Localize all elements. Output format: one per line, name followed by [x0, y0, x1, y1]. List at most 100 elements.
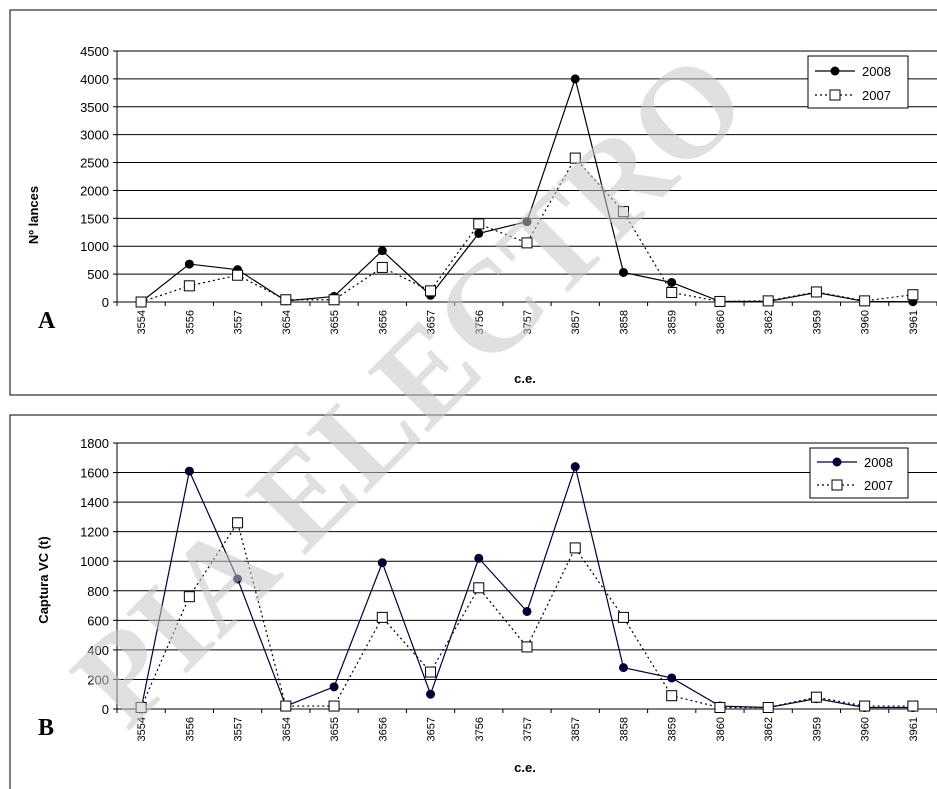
- point-2007: [232, 269, 244, 281]
- y-tick-label: 3000: [80, 128, 109, 143]
- legend-b-marker-2007: [831, 479, 843, 491]
- x-tick-label: 3556: [184, 717, 196, 741]
- x-tick-label: 3655: [329, 717, 341, 741]
- point-2008: [233, 574, 243, 584]
- x-tick-label: 3757: [522, 310, 534, 334]
- x-tick-label: 3554: [136, 717, 148, 741]
- x-tick-label: 3860: [715, 717, 727, 741]
- y-tick-label: 1400: [80, 495, 109, 510]
- x-tick-label: 3657: [426, 310, 438, 334]
- point-2007: [376, 261, 388, 273]
- legend-marker-2008: [830, 66, 840, 76]
- panel-b-border: [9, 414, 937, 789]
- point-2007: [232, 517, 244, 529]
- x-tick-label: 3556: [184, 310, 196, 334]
- x-tick-label: 3756: [474, 717, 486, 741]
- x-tick-label: 3961: [908, 717, 920, 741]
- legend-label-2007: 2007: [862, 88, 891, 103]
- y-tick-label: 1000: [80, 554, 109, 569]
- panel-a-ylabel: Nº lances: [26, 186, 41, 244]
- x-tick-label: 3857: [570, 310, 582, 334]
- point-2008: [184, 466, 194, 476]
- panel-a-plot-area: [116, 51, 937, 303]
- x-tick-label: 3557: [233, 717, 245, 741]
- point-2008: [377, 246, 387, 256]
- point-2007: [425, 666, 437, 678]
- point-2007: [762, 295, 774, 307]
- point-2008: [426, 689, 436, 699]
- point-2007: [473, 218, 485, 230]
- y-tick-label: 0: [102, 702, 109, 717]
- panel-a-legend: 2008 2007: [807, 55, 909, 109]
- point-2007: [521, 641, 533, 653]
- x-tick-label: 3860: [715, 310, 727, 334]
- x-tick-label: 3959: [811, 310, 823, 334]
- point-2007: [521, 237, 533, 249]
- point-2007: [280, 700, 292, 712]
- x-tick-label: 3657: [426, 717, 438, 741]
- point-2007: [617, 206, 629, 218]
- point-2008: [522, 606, 532, 616]
- y-tick-label: 500: [87, 267, 109, 282]
- panel-b-series: [135, 462, 919, 714]
- point-2007: [425, 285, 437, 297]
- point-2008: [377, 558, 387, 568]
- legend-marker-2007: [829, 89, 841, 101]
- y-tick-label: 3500: [80, 100, 109, 115]
- panel-a-x-ticks: 3554 3556 3557 3654 3655 3656 3657 3756 3757 3857…: [116, 302, 937, 334]
- point-2007: [666, 287, 678, 299]
- x-tick-label: 3656: [377, 310, 389, 334]
- y-tick-label: 0: [102, 295, 109, 310]
- legend-b-marker-2008: [832, 457, 842, 467]
- point-2007: [135, 296, 147, 308]
- y-tick-label: 2000: [80, 183, 109, 198]
- x-tick-label: 3757: [522, 717, 534, 741]
- panel-b-xlabel: c.e.: [514, 760, 536, 775]
- x-tick-label: 3960: [860, 310, 872, 334]
- x-tick-label: 3554: [136, 310, 148, 334]
- panel-a-y-ticks: 0 500 1000 1500 2000 2500 3000 3500 4000 4500: [80, 44, 117, 310]
- x-tick-label: 3858: [618, 310, 630, 334]
- point-2007: [328, 700, 340, 712]
- point-2007: [762, 702, 774, 714]
- series-line-2007: [140, 157, 913, 303]
- panel-b-plot-area: [116, 443, 937, 710]
- point-2007: [280, 294, 292, 306]
- point-2007: [859, 295, 871, 307]
- panel-b-label: B: [38, 715, 54, 741]
- x-tick-label: 3557: [233, 310, 245, 334]
- x-tick-label: 3857: [570, 717, 582, 741]
- point-2008: [522, 217, 532, 227]
- point-2008: [570, 74, 580, 84]
- point-2007: [714, 295, 726, 307]
- point-2007: [328, 294, 340, 306]
- point-2007: [376, 611, 388, 623]
- panel-b-legend: 2008 2007: [809, 447, 909, 499]
- y-tick-label: 4000: [80, 72, 109, 87]
- x-tick-label: 3656: [377, 717, 389, 741]
- y-tick-label: 200: [87, 672, 109, 687]
- x-tick-label: 3859: [667, 717, 679, 741]
- x-tick-label: 3859: [667, 310, 679, 334]
- x-tick-label: 3655: [329, 310, 341, 334]
- point-2008: [184, 259, 194, 269]
- x-tick-label: 3862: [763, 717, 775, 741]
- point-2007: [569, 542, 581, 554]
- point-2008: [474, 553, 484, 563]
- point-2007: [859, 700, 871, 712]
- point-2007: [183, 591, 195, 603]
- x-tick-label: 3961: [908, 310, 920, 334]
- x-tick-label: 3654: [281, 310, 293, 334]
- y-tick-label: 4500: [80, 44, 109, 59]
- series-line-2007: [140, 521, 913, 709]
- point-2008: [570, 462, 580, 472]
- point-2007: [907, 289, 919, 301]
- point-2007: [810, 286, 822, 298]
- point-2007: [810, 691, 822, 703]
- panel-a-border: [9, 9, 937, 396]
- point-2007: [907, 700, 919, 712]
- y-tick-label: 400: [87, 643, 109, 658]
- chart-panel-a: 0 500 1000 1500 2000 2500 3000 3500 4000 4500 355…: [9, 9, 937, 396]
